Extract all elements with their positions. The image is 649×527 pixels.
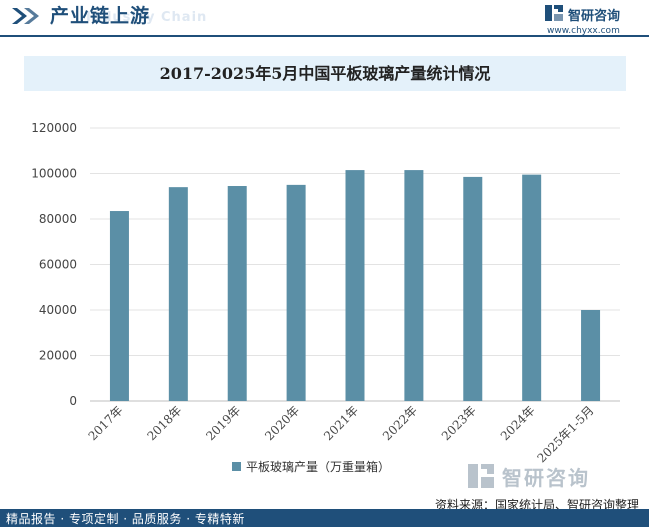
y-tick-label: 0 — [69, 394, 77, 408]
footer-bar: 精品报告 · 专项定制 · 品质服务 · 专精特新 — [0, 509, 649, 527]
bar — [581, 310, 601, 401]
y-tick-label: 120000 — [31, 121, 77, 135]
double-chevron-icon — [12, 8, 39, 24]
x-axis-tick-labels: 2017年 2018年 2019年 2020年 2021年 2022年 2023年 2024年… — [86, 403, 597, 465]
bar — [522, 174, 542, 401]
data-source: 资料来源：国家统计局、智研咨询整理 — [434, 498, 639, 512]
bar-series — [109, 170, 601, 401]
footer-logo-mark-icon — [468, 464, 494, 488]
footer-tagline: 精品报告 · 专项定制 · 品质服务 · 专精特新 — [6, 512, 245, 526]
brand-name: 智研咨询 — [568, 9, 621, 24]
x-tick-label: 2021年 — [321, 403, 361, 443]
bar — [168, 187, 188, 401]
y-tick-label: 100000 — [31, 167, 77, 181]
x-tick-label: 2024年 — [498, 403, 538, 443]
legend: 平板玻璃产量（万重量箱） — [232, 459, 390, 474]
legend-swatch — [232, 462, 241, 471]
x-tick-label: 2022年 — [380, 403, 420, 443]
header-divider — [0, 35, 649, 37]
y-axis-tick-labels: 0 20000 40000 60000 80000 100000 120000 — [31, 121, 77, 408]
x-tick-label: 2020年 — [262, 403, 302, 443]
bar — [109, 211, 129, 401]
chart-title-band: 2017-2025年5月中国平板玻璃产量统计情况 — [24, 56, 626, 91]
x-tick-label: 2025年1-5月 — [535, 403, 597, 465]
bar — [227, 186, 247, 401]
page-header: Industry Chain 产业链上游 智研咨询 www.chyxx.com — [0, 0, 649, 44]
bar — [345, 170, 365, 401]
y-tick-label: 60000 — [39, 258, 77, 272]
footer-logo-name: 智研咨询 — [502, 466, 590, 490]
brand-mark-icon — [545, 5, 563, 21]
footer-logo: 智研咨询 — [468, 462, 638, 490]
y-tick-label: 80000 — [39, 212, 77, 226]
header-ghost-text: Industry Chain — [86, 10, 208, 25]
x-tick-label: 2018年 — [144, 403, 184, 443]
chart-title: 2017-2025年5月中国平板玻璃产量统计情况 — [159, 64, 491, 83]
x-tick-label: 2023年 — [439, 403, 479, 443]
bar — [463, 176, 483, 401]
legend-label: 平板玻璃产量（万重量箱） — [246, 459, 390, 474]
section-title: 产业链上游 — [50, 5, 151, 27]
bar — [404, 170, 424, 401]
x-tick-label: 2019年 — [203, 403, 243, 443]
brand-url: www.chyxx.com — [547, 26, 620, 36]
brand-logo: 智研咨询 www.chyxx.com — [545, 4, 635, 36]
y-tick-label: 40000 — [39, 303, 77, 317]
bar — [286, 184, 306, 401]
y-tick-label: 20000 — [39, 349, 77, 363]
x-tick-label: 2017年 — [86, 403, 126, 443]
